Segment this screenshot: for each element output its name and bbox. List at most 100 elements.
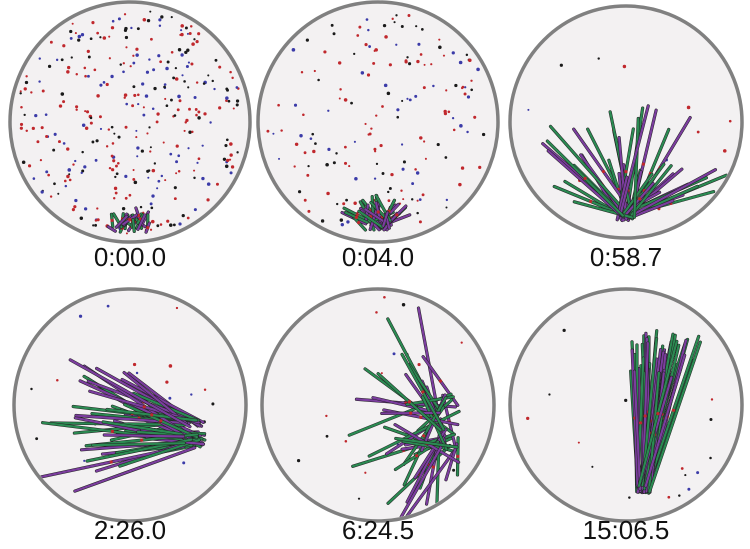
particle [406,97,409,100]
particle [325,434,329,438]
particle [422,86,426,90]
rod-particle [355,213,359,217]
particle [99,36,102,39]
particle [445,198,449,202]
particle [99,127,103,131]
particle [23,113,26,117]
particle [365,18,369,21]
particle [151,107,155,110]
particle [722,149,727,153]
particle [710,398,714,401]
rod [417,306,438,406]
particle [137,102,140,106]
particles [30,304,215,493]
particle [193,208,197,212]
particle [162,141,165,144]
particle [314,142,317,145]
particles [296,295,463,519]
particle [478,165,482,169]
particle [680,467,684,470]
particle [400,189,403,192]
particle [193,169,196,172]
particle [296,458,301,463]
particle [444,156,448,159]
particle [466,130,469,134]
particle [344,145,347,149]
rod [408,363,441,411]
particle [19,90,22,93]
particle [346,220,350,224]
particle [696,471,700,475]
particle [302,113,305,117]
particle [87,55,91,59]
particle [94,158,98,162]
rod-particle [357,221,361,225]
particle [225,96,229,100]
particle [152,68,156,72]
particle [458,60,463,65]
particle [447,110,451,114]
rod [73,446,196,493]
particle [40,190,44,194]
particle [343,98,348,102]
particle [94,223,98,227]
rod-particle [422,434,426,438]
particle [151,194,155,198]
particle [337,61,342,65]
particle [149,202,153,206]
particle [142,18,147,22]
particle [188,130,192,134]
particle [187,61,191,64]
particle [343,161,348,165]
particle [193,176,196,180]
particle [72,163,75,166]
particle [235,99,240,103]
particle [149,228,153,231]
particle [66,70,70,74]
particle [423,140,426,143]
rod [618,136,628,220]
particle [174,66,178,70]
particle [49,40,53,44]
particle [408,98,412,102]
particle [96,94,100,98]
particle [476,67,480,72]
particle [366,73,371,77]
particle [124,26,128,31]
rod-particle [110,429,115,433]
particle [146,132,149,135]
particle [186,32,189,35]
particle [70,56,73,59]
particle [115,164,118,168]
rod [633,117,640,219]
particle [108,57,111,60]
particle [312,149,316,154]
particle [367,133,370,136]
particle [53,182,56,186]
particle [375,311,378,314]
particle [21,160,26,165]
particle [130,26,133,30]
particle [115,172,119,176]
particle [373,147,377,151]
particle [184,121,187,124]
particle [417,42,421,46]
particle [459,124,463,128]
particle [55,58,59,62]
particle [562,328,566,333]
particle [74,32,77,35]
particle [150,37,153,41]
particle [169,223,173,227]
particle [417,362,421,367]
particle [305,38,309,42]
particle [123,13,127,16]
particle [438,38,441,41]
particle [294,142,299,147]
particle [124,35,129,40]
particle [111,19,115,23]
particle [84,110,87,113]
particle [177,154,181,158]
particle [445,89,448,92]
arena [260,287,496,523]
